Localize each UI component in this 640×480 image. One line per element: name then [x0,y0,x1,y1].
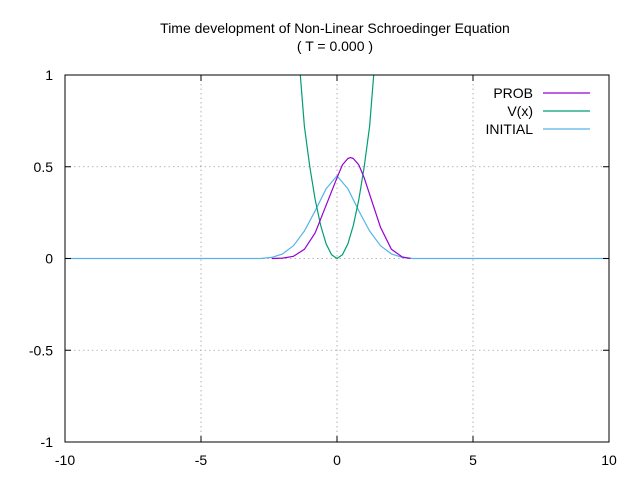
x-tick-label: -5 [195,452,208,468]
y-tick-label: 0.5 [34,159,54,175]
series-layer [65,75,609,260]
x-tick-label: -10 [55,452,75,468]
series-group [65,75,609,260]
y-tick-label: -0.5 [29,342,53,358]
x-tick-label: 0 [333,452,341,468]
axis-ticks: -10 -5 0 5 10 1 0.5 0 -0.5 -1 [29,67,617,468]
chart-title: Time development of Non-Linear Schroedin… [160,20,510,36]
series-line-initial [65,175,609,260]
legend: PROB V(x) INITIAL [486,85,590,137]
chart-subtitle: ( T = 0.000 ) [297,38,373,54]
x-tick-label: 10 [601,452,617,468]
y-tick-label: 1 [45,67,53,83]
series-line-v-x [299,75,375,260]
x-tick-label: 5 [469,452,477,468]
series-line-prob [271,157,411,260]
legend-label-v-x: V(x) [507,103,533,119]
legend-label-prob: PROB [493,85,533,101]
y-tick-label: 0 [45,251,53,267]
legend-label-initial: INITIAL [486,121,534,137]
y-tick-label: -1 [41,434,54,450]
